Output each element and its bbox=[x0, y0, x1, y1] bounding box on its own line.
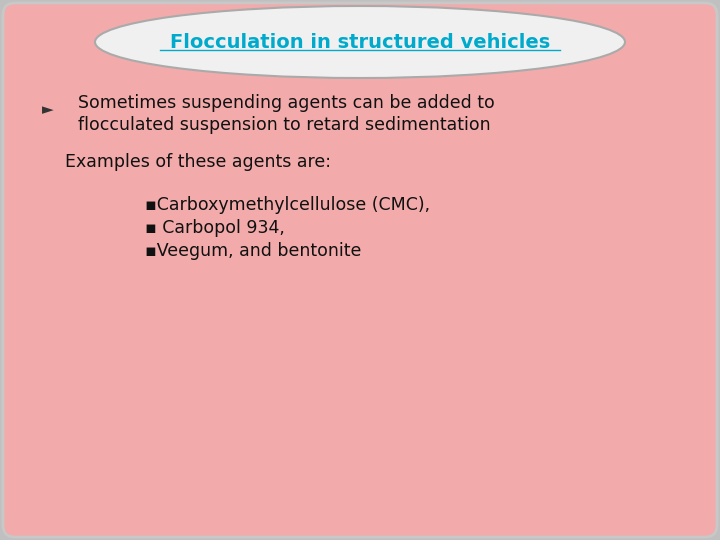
Ellipse shape bbox=[95, 6, 625, 78]
FancyBboxPatch shape bbox=[3, 3, 717, 537]
Text: Flocculation in structured vehicles: Flocculation in structured vehicles bbox=[170, 32, 550, 51]
Text: flocculated suspension to retard sedimentation: flocculated suspension to retard sedimen… bbox=[78, 116, 490, 134]
Text: ▪Carboxymethylcellulose (CMC),: ▪Carboxymethylcellulose (CMC), bbox=[145, 196, 430, 214]
Text: ▪Veegum, and bentonite: ▪Veegum, and bentonite bbox=[145, 242, 361, 260]
Text: ▪ Carbopol 934,: ▪ Carbopol 934, bbox=[145, 219, 285, 237]
Text: Examples of these agents are:: Examples of these agents are: bbox=[65, 153, 331, 171]
Text: ►: ► bbox=[42, 103, 54, 118]
Text: Sometimes suspending agents can be added to: Sometimes suspending agents can be added… bbox=[78, 94, 495, 112]
